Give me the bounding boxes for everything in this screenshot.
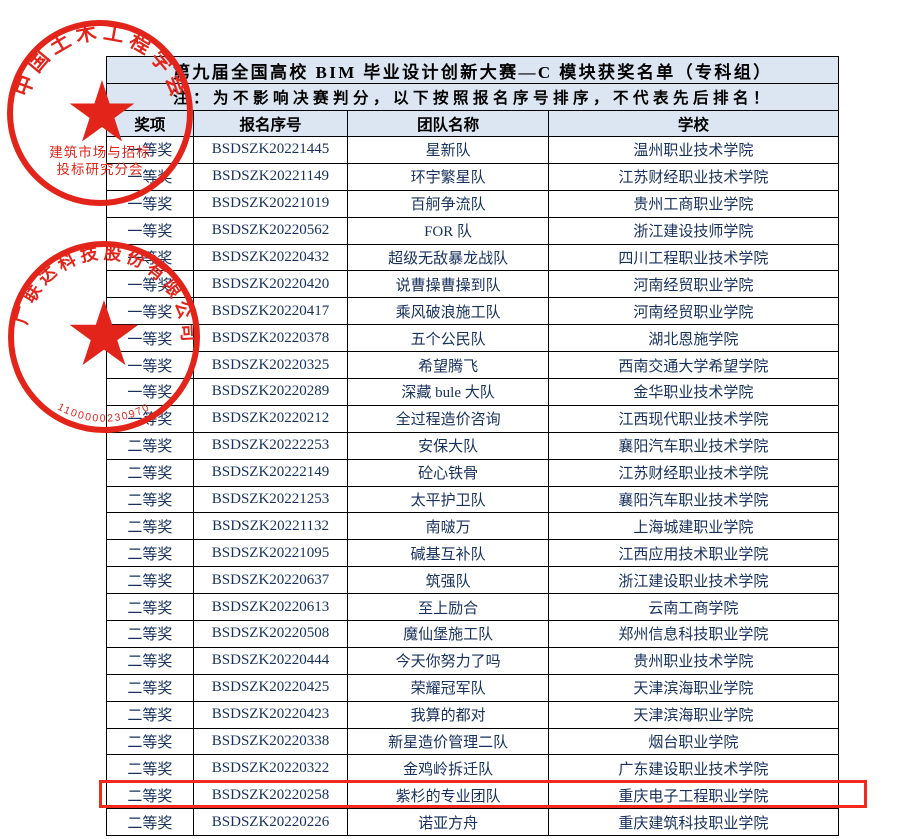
svg-text:木: 木	[73, 20, 99, 47]
svg-text:程: 程	[125, 29, 155, 59]
svg-text:土: 土	[45, 29, 74, 59]
svg-text:科: 科	[54, 249, 79, 275]
svg-text:国: 国	[23, 46, 54, 76]
svg-text:技: 技	[79, 243, 100, 266]
svg-text:联: 联	[19, 280, 45, 306]
svg-text:中: 中	[10, 72, 40, 99]
svg-text:工: 工	[102, 21, 126, 47]
svg-text:广: 广	[11, 304, 35, 326]
svg-text:达: 达	[34, 262, 61, 289]
